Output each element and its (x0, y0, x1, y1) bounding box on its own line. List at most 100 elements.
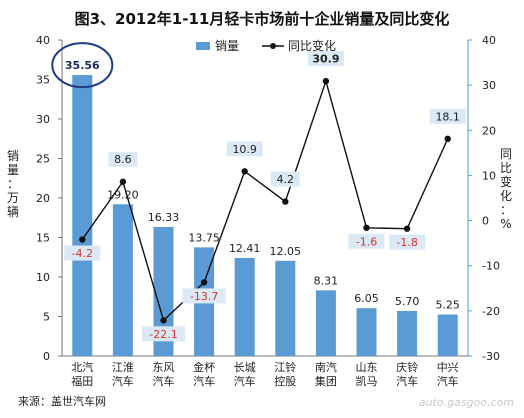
y-axis-title-right: 比 (500, 161, 512, 175)
yoy-label-box (270, 171, 300, 187)
yoy-value-label: -13.7 (190, 290, 218, 303)
x-tick-label: 汽车 (234, 374, 256, 388)
bar (315, 290, 336, 356)
bar-value-label: 12.05 (270, 245, 302, 258)
x-tick-label: 江铃 (274, 360, 296, 374)
y-tick-label-right: 0 (482, 215, 489, 228)
bar (397, 310, 418, 356)
yoy-label-box (389, 234, 426, 250)
yoy-value-label: -22.1 (149, 328, 177, 341)
x-tick-label: 长城 (234, 361, 256, 374)
yoy-point (322, 77, 330, 85)
bar-value-label: 19.20 (107, 188, 139, 201)
bar-value-label: 12.41 (229, 242, 261, 255)
yoy-label-box (226, 141, 263, 157)
yoy-value-label: 8.6 (114, 153, 132, 166)
bar (153, 226, 174, 356)
y-tick-label-left: 15 (36, 232, 50, 245)
x-tick-label: 汽车 (153, 374, 175, 388)
yoy-point (200, 279, 208, 286)
y-axis-title-left: 辆 (7, 205, 19, 219)
x-tick-label: 北汽 (71, 360, 93, 374)
y-tick-label-left: 40 (36, 34, 50, 47)
y-axis-title-right: 化 (500, 189, 512, 203)
x-tick-label: 东风 (153, 361, 175, 374)
yoy-label-box (182, 288, 226, 304)
yoy-point (363, 224, 370, 231)
yoy-value-label: 10.9 (232, 143, 257, 156)
bar (437, 314, 458, 356)
x-tick-label: 庆铃 (396, 360, 418, 374)
legend-bar-swatch (196, 42, 210, 50)
yoy-label-box (429, 108, 466, 124)
bar (234, 257, 255, 356)
x-tick-label: 福田 (71, 374, 93, 388)
bar (72, 75, 93, 357)
bar-value-label: 16.33 (148, 211, 180, 224)
y-tick-label-left: 30 (36, 113, 50, 126)
y-tick-label-left: 35 (36, 74, 50, 87)
bar (275, 260, 296, 356)
x-tick-label: 凯马 (356, 375, 378, 388)
y-axis-title-left: 销 (7, 149, 19, 163)
x-tick-label: 江淮 (112, 361, 134, 374)
x-tick-label: 南汽 (315, 360, 337, 374)
y-tick-label-right: 10 (482, 169, 496, 182)
legend-bar-label: 销量 (215, 39, 239, 53)
y-tick-label-left: 10 (36, 271, 50, 284)
x-tick-label: 山东 (356, 361, 378, 374)
y-axis-title-right: ： (500, 203, 512, 217)
yoy-line (81, 78, 449, 322)
yoy-label-box (307, 51, 344, 67)
watermark: auto.gasgoo.com (418, 396, 514, 409)
yoy-point (79, 236, 86, 243)
yoy-point (160, 317, 167, 324)
x-tick-label: 汽车 (396, 374, 418, 388)
yoy-point (241, 168, 248, 175)
y-axis-title-left: 万 (7, 191, 19, 205)
x-tick-label: 汽车 (437, 374, 459, 388)
bar (356, 308, 377, 356)
y-tick-label-left: 25 (36, 153, 50, 166)
y-tick-label-right: 30 (482, 79, 496, 92)
yoy-label-box (108, 151, 138, 167)
bar-value-label: 6.05 (354, 292, 379, 305)
yoy-point (119, 178, 127, 185)
y-tick-label-left: 20 (36, 192, 50, 205)
yoy-value-label: 18.1 (435, 110, 460, 123)
yoy-point (282, 198, 289, 205)
bar-value-label: 5.70 (395, 295, 420, 308)
yoy-value-label: 4.2 (277, 173, 295, 186)
y-tick-label-right: -20 (482, 305, 500, 318)
x-tick-label: 控股 (274, 374, 296, 388)
chart-title: 图3、2012年1-11月轻卡市场前十企业销量及同比变化 (74, 10, 450, 28)
bar-value-label: 8.31 (314, 274, 339, 287)
y-axis-title-left: 量 (7, 163, 19, 177)
y-axis-title-left: ： (7, 177, 19, 191)
legend-line-marker (270, 43, 276, 49)
x-tick-label: 集团 (315, 374, 337, 388)
yoy-label-box (348, 233, 385, 249)
y-axis-title-right: 变 (500, 174, 512, 189)
yoy-value-label: 30.9 (312, 53, 339, 66)
y-tick-label-right: 20 (482, 124, 496, 137)
source-note: 来源：盖世汽车网 (18, 395, 106, 408)
x-tick-label: 汽车 (193, 374, 215, 388)
yoy-point (444, 135, 451, 143)
x-tick-label: 金杯 (193, 360, 215, 374)
x-tick-label: 中兴 (437, 361, 459, 374)
bar (112, 204, 133, 356)
highlight-circle (51, 42, 114, 89)
bar-value-label: 13.75 (188, 231, 220, 244)
x-tick-label: 汽车 (112, 374, 134, 388)
y-tick-label-right: 40 (482, 34, 496, 47)
bar-value-label: 5.25 (435, 299, 460, 312)
y-tick-label-right: -10 (482, 260, 500, 273)
y-tick-label-left: 0 (43, 350, 50, 363)
yoy-label-box (64, 245, 101, 261)
legend-line-label: 同比变化 (288, 38, 336, 53)
yoy-value-label: -1.8 (396, 236, 417, 249)
yoy-value-label: -4.2 (72, 247, 93, 260)
y-axis-title-right: 同 (500, 147, 512, 161)
